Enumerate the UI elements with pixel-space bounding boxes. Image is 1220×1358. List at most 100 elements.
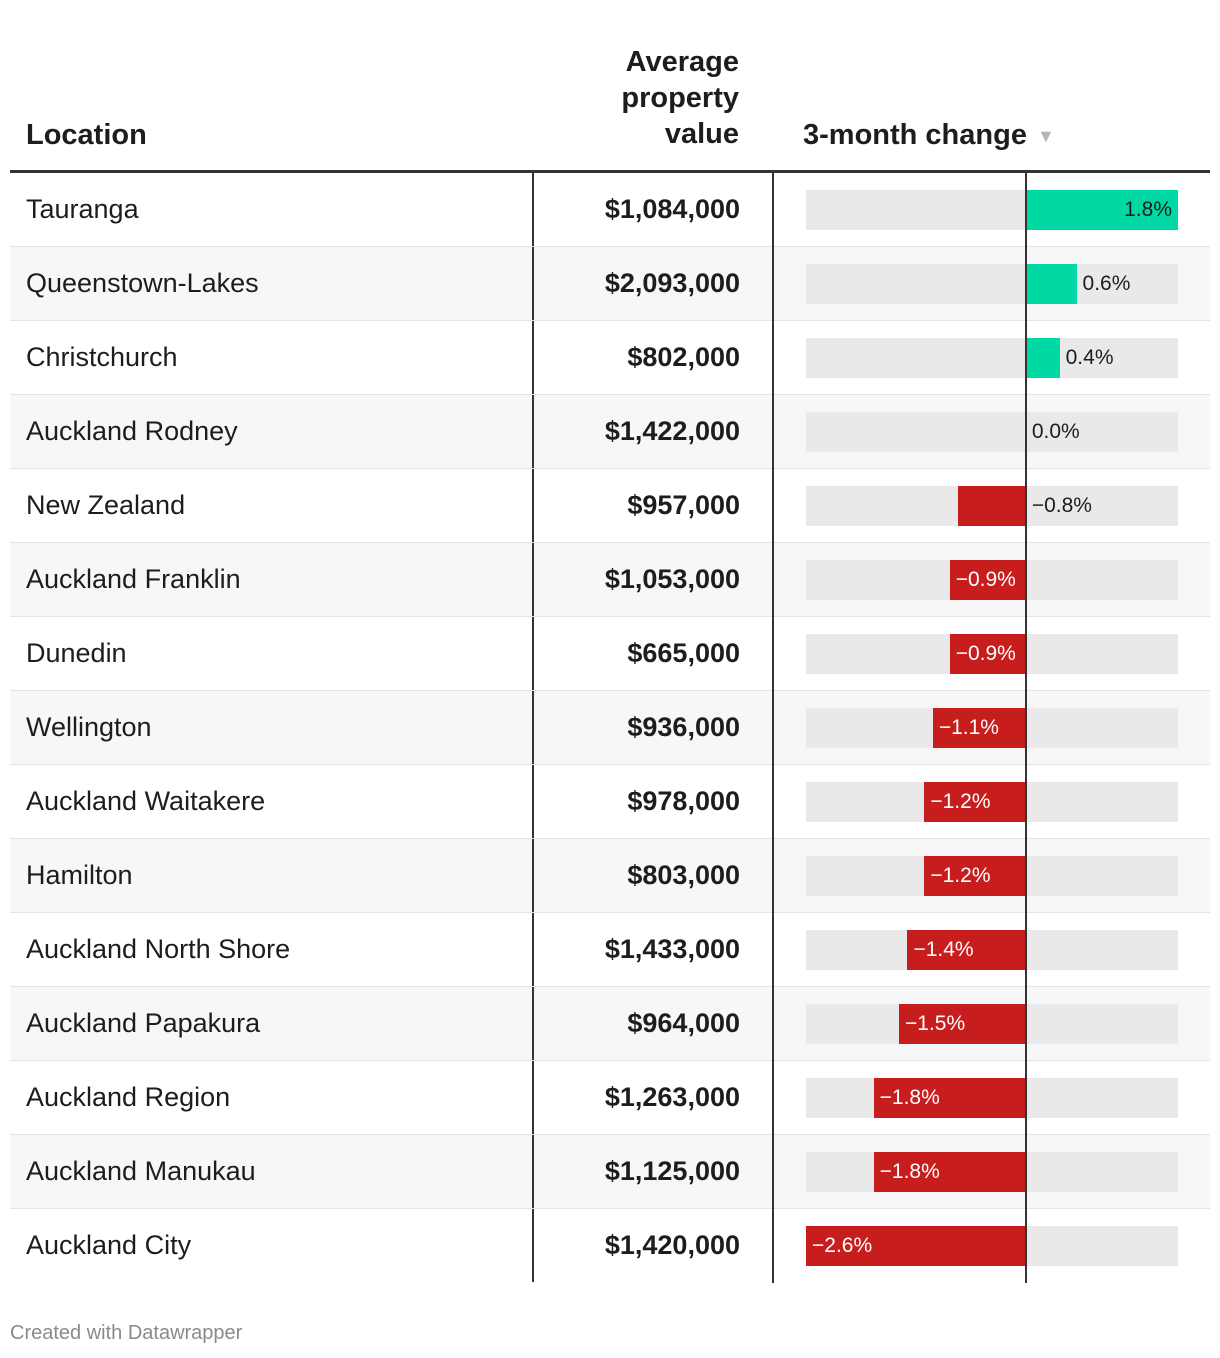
change-value-label: −1.2%: [930, 864, 991, 887]
change-bar: [899, 1004, 1026, 1044]
change-bar-track: −1.5%: [806, 1004, 1178, 1044]
change-bar-track: 1.8%: [806, 190, 1178, 230]
table-row: Hamilton $803,000 −1.2%: [10, 839, 1210, 913]
change-bar-track: −1.4%: [806, 930, 1178, 970]
change-value-label: −0.9%: [955, 642, 1016, 665]
average-value-cell: $1,433,000: [532, 913, 740, 986]
location-cell: Dunedin: [26, 638, 127, 668]
change-bar: [873, 1152, 1026, 1192]
change-bar-track: 0.4%: [806, 338, 1178, 378]
average-value-cell: $1,263,000: [532, 1061, 740, 1134]
property-value-table: Location Average property value 3-month …: [10, 0, 1212, 1283]
table-row: Auckland North Shore $1,433,000 −1.4%: [10, 913, 1210, 987]
column-header-3-month-change[interactable]: 3-month change ▼: [803, 119, 1055, 152]
change-bar-track: −1.8%: [806, 1078, 1178, 1118]
zero-baseline: [1024, 1061, 1027, 1135]
zero-baseline: [1024, 173, 1027, 247]
average-value-cell: $1,420,000: [532, 1209, 740, 1282]
zero-baseline: [1024, 913, 1027, 987]
change-cell: −0.9%: [772, 617, 1212, 691]
location-cell: Queenstown-Lakes: [26, 268, 259, 298]
table-row: Dunedin $665,000 −0.9%: [10, 617, 1210, 691]
table-row: New Zealand $957,000 −0.8%: [10, 469, 1210, 543]
table-body: Tauranga $1,084,000 1.8% Queenstown-Lakes $2…: [10, 173, 1212, 1283]
change-bar-track: −1.1%: [806, 708, 1178, 748]
change-bar: [924, 856, 1026, 896]
location-cell: Auckland Franklin: [26, 564, 241, 594]
zero-baseline: [1024, 1209, 1027, 1283]
change-bar-track: −0.9%: [806, 560, 1178, 600]
change-cell: −1.2%: [772, 839, 1212, 913]
change-value-label: −1.8%: [879, 1160, 940, 1183]
change-cell: 1.8%: [772, 173, 1212, 247]
location-cell: Auckland Rodney: [26, 416, 238, 446]
location-cell: Auckland Papakura: [26, 1008, 261, 1038]
change-cell: −1.4%: [772, 913, 1212, 987]
change-value-label: 1.8%: [1124, 198, 1172, 221]
change-bar-track: −1.8%: [806, 1152, 1178, 1192]
change-bar-track: −0.9%: [806, 634, 1178, 674]
change-bar: [932, 708, 1026, 748]
change-value-label: −1.1%: [938, 716, 999, 739]
table-row: Christchurch $802,000 0.4%: [10, 321, 1210, 395]
zero-baseline: [1024, 1135, 1027, 1209]
location-cell: Tauranga: [26, 194, 139, 224]
change-bar-track: −0.8%: [806, 486, 1178, 526]
average-value-cell: $665,000: [532, 617, 740, 690]
table-row: Auckland Papakura $964,000 −1.5%: [10, 987, 1210, 1061]
change-bar-track: −2.6%: [806, 1226, 1178, 1266]
change-bar-track: −1.2%: [806, 856, 1178, 896]
average-value-cell: $1,084,000: [532, 173, 740, 246]
change-cell: −1.8%: [772, 1061, 1212, 1135]
column-header-value-line: Average: [625, 46, 739, 78]
change-bar: [1025, 190, 1178, 230]
change-bar: [949, 634, 1026, 674]
footer-credit[interactable]: Created with Datawrapper: [10, 1322, 243, 1344]
change-bar: [873, 1078, 1026, 1118]
average-value-cell: $978,000: [532, 765, 740, 838]
table-row: Auckland Rodney $1,422,000 0.0%: [10, 395, 1210, 469]
zero-baseline: [1024, 987, 1027, 1061]
location-cell: Wellington: [26, 712, 152, 742]
change-cell: −0.9%: [772, 543, 1212, 617]
change-cell: −1.2%: [772, 765, 1212, 839]
location-cell: New Zealand: [26, 490, 186, 520]
column-header-location[interactable]: Location: [26, 119, 147, 151]
average-value-cell: $803,000: [532, 839, 740, 912]
zero-baseline: [1024, 247, 1027, 321]
change-cell: −0.8%: [772, 469, 1212, 543]
table-row: Auckland Franklin $1,053,000 −0.9%: [10, 543, 1210, 617]
table-row: Tauranga $1,084,000 1.8%: [10, 173, 1210, 247]
average-value-cell: $802,000: [532, 321, 740, 394]
average-value-cell: $1,422,000: [532, 395, 740, 468]
column-header-change-label: 3-month change: [803, 119, 1027, 151]
table-row: Auckland Waitakere $978,000 −1.2%: [10, 765, 1210, 839]
change-value-label: −0.9%: [955, 568, 1016, 591]
change-cell: −1.1%: [772, 691, 1212, 765]
zero-baseline: [1024, 691, 1027, 765]
zero-baseline: [1024, 395, 1027, 469]
change-cell: 0.6%: [772, 247, 1212, 321]
column-header-average-value[interactable]: Average property value: [539, 44, 739, 152]
location-cell: Christchurch: [26, 342, 178, 372]
column-header-value-line: value: [664, 118, 739, 150]
location-cell: Auckland Region: [26, 1082, 231, 1112]
average-value-cell: $964,000: [532, 987, 740, 1060]
change-bar: [924, 782, 1026, 822]
location-cell: Auckland North Shore: [26, 934, 291, 964]
zero-baseline: [1024, 765, 1027, 839]
average-value-cell: $2,093,000: [532, 247, 740, 320]
table-row: Auckland Manukau $1,125,000 −1.8%: [10, 1135, 1210, 1209]
change-value-label: −1.8%: [879, 1086, 940, 1109]
change-value-label: −1.2%: [930, 790, 991, 813]
change-bar: [958, 486, 1026, 526]
sort-descending-icon[interactable]: ▼: [1036, 125, 1055, 146]
change-bar: [907, 930, 1026, 970]
zero-baseline: [1024, 321, 1027, 395]
table-header: Location Average property value 3-month …: [10, 0, 1210, 173]
zero-baseline: [1024, 839, 1027, 913]
table-row: Auckland City $1,420,000 −2.6%: [10, 1209, 1210, 1283]
table-row: Auckland Region $1,263,000 −1.8%: [10, 1061, 1210, 1135]
change-cell: −1.8%: [772, 1135, 1212, 1209]
change-cell: 0.4%: [772, 321, 1212, 395]
